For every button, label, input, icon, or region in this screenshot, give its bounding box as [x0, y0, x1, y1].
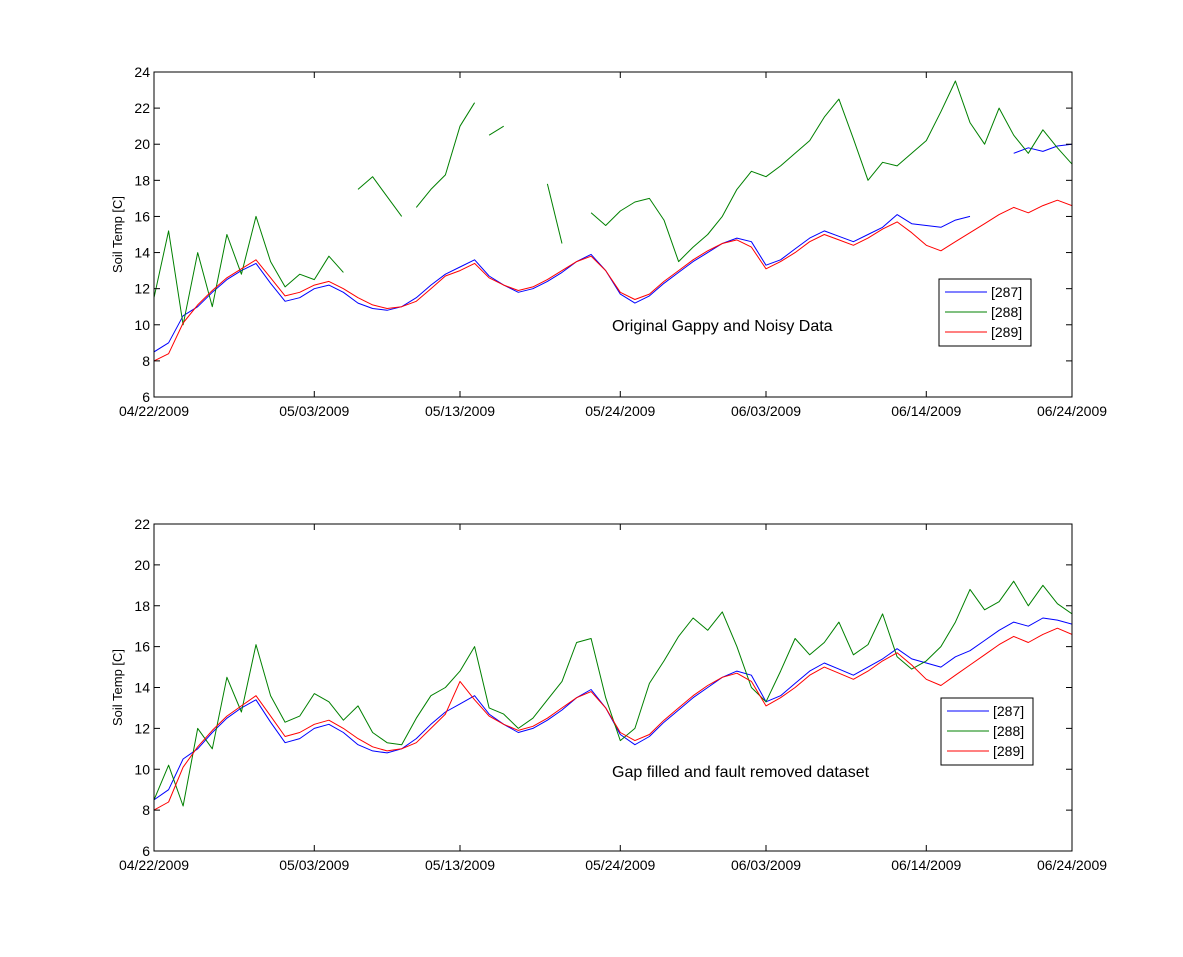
- bottom-y-tick-label: 18: [134, 598, 150, 614]
- bottom-y-tick-label: 20: [134, 557, 150, 573]
- top-y-tick-label: 16: [134, 208, 150, 224]
- top-y-tick-label: 20: [134, 136, 150, 152]
- top-y-tick-label: 6: [142, 389, 150, 405]
- top-x-tick-label: 05/03/2009: [279, 403, 349, 419]
- top-series-287: [154, 143, 1072, 353]
- bottom-series-287: [154, 617, 1072, 801]
- bottom-x-tick-label: 04/22/2009: [119, 857, 189, 873]
- bottom-y-axis-label: Soil Temp [C]: [110, 649, 125, 726]
- top-x-tick-label: 06/14/2009: [891, 403, 961, 419]
- top-series-289: [154, 199, 1072, 362]
- top-plot-area: [153, 71, 1073, 398]
- bottom-y-tick-label: 10: [134, 761, 150, 777]
- bottom-y-tick-label: 6: [142, 843, 150, 859]
- bottom-y-tick-label: 22: [134, 516, 150, 532]
- top-y-axis: 6 8 10 12 14 16 18 20 22 24: [134, 64, 1072, 405]
- top-series-287-line: [1013, 143, 1072, 154]
- bottom-y-tick-label: 16: [134, 639, 150, 655]
- top-series-288-line: [415, 102, 476, 208]
- top-legend-label: [287]: [991, 284, 1022, 300]
- top-annotation: Original Gappy and Noisy Data: [612, 318, 833, 335]
- bottom-x-tick-label: 06/24/2009: [1037, 857, 1107, 873]
- top-y-tick-label: 10: [134, 317, 150, 333]
- bottom-x-tick-label: 05/24/2009: [585, 857, 655, 873]
- top-series-287-line: [154, 214, 971, 353]
- bottom-y-axis: 6 8 10 12 14 16 18 20 22: [134, 516, 1072, 859]
- bottom-series-layer: [154, 580, 1072, 811]
- bottom-y-tick-label: 14: [134, 680, 150, 696]
- bottom-series-288: [154, 580, 1072, 807]
- top-y-tick-label: 12: [134, 281, 150, 297]
- bottom-x-axis: 04/22/2009 05/03/2009 05/13/2009 05/24/2009…: [119, 524, 1107, 873]
- top-series-288: [154, 80, 1072, 326]
- top-series-288-line: [546, 183, 563, 244]
- bottom-plot-panel: 6 8 10 12 14 16 18 20 22 04/22/2009 05/03/2009 05/…: [110, 516, 1107, 873]
- bottom-legend: [287] [288] [289]: [940, 697, 1034, 766]
- top-x-tick-label: 04/22/2009: [119, 403, 189, 419]
- top-x-tick-label: 05/13/2009: [425, 403, 495, 419]
- bottom-legend-label: [288]: [993, 723, 1024, 739]
- top-x-tick-label: 05/24/2009: [585, 403, 655, 419]
- bottom-y-tick-label: 12: [134, 720, 150, 736]
- bottom-series-289-line: [154, 627, 1072, 811]
- top-y-tick-label: 14: [134, 245, 150, 261]
- top-x-tick-label: 06/24/2009: [1037, 403, 1107, 419]
- top-y-tick-label: 18: [134, 172, 150, 188]
- bottom-annotation: Gap filled and fault removed dataset: [612, 764, 870, 781]
- bottom-x-tick-label: 06/03/2009: [731, 857, 801, 873]
- top-y-tick-label: 24: [134, 64, 150, 80]
- bottom-legend-label: [289]: [993, 743, 1024, 759]
- top-y-tick-label: 8: [142, 353, 150, 369]
- top-series-288-line: [590, 80, 1072, 263]
- top-x-tick-label: 06/03/2009: [731, 403, 801, 419]
- bottom-series-288-line: [154, 580, 1072, 807]
- top-series-layer: [154, 80, 1072, 362]
- top-series-288-line: [357, 176, 403, 217]
- top-y-tick-label: 22: [134, 100, 150, 116]
- bottom-x-tick-label: 05/03/2009: [279, 857, 349, 873]
- bottom-y-tick-label: 8: [142, 802, 150, 818]
- top-legend: [287] [288] [289]: [938, 278, 1032, 347]
- top-x-axis: 04/22/2009 05/03/2009 05/13/2009 05/24/2009…: [119, 72, 1107, 419]
- bottom-legend-label: [287]: [993, 703, 1024, 719]
- bottom-series-287-line: [154, 617, 1072, 801]
- bottom-series-289: [154, 627, 1072, 811]
- top-series-288-line: [154, 215, 344, 326]
- top-legend-label: [288]: [991, 304, 1022, 320]
- top-legend-label: [289]: [991, 324, 1022, 340]
- top-y-axis-label: Soil Temp [C]: [110, 196, 125, 273]
- top-series-289-line: [154, 199, 1072, 362]
- top-series-288-line: [488, 125, 504, 136]
- bottom-x-tick-label: 06/14/2009: [891, 857, 961, 873]
- bottom-x-tick-label: 05/13/2009: [425, 857, 495, 873]
